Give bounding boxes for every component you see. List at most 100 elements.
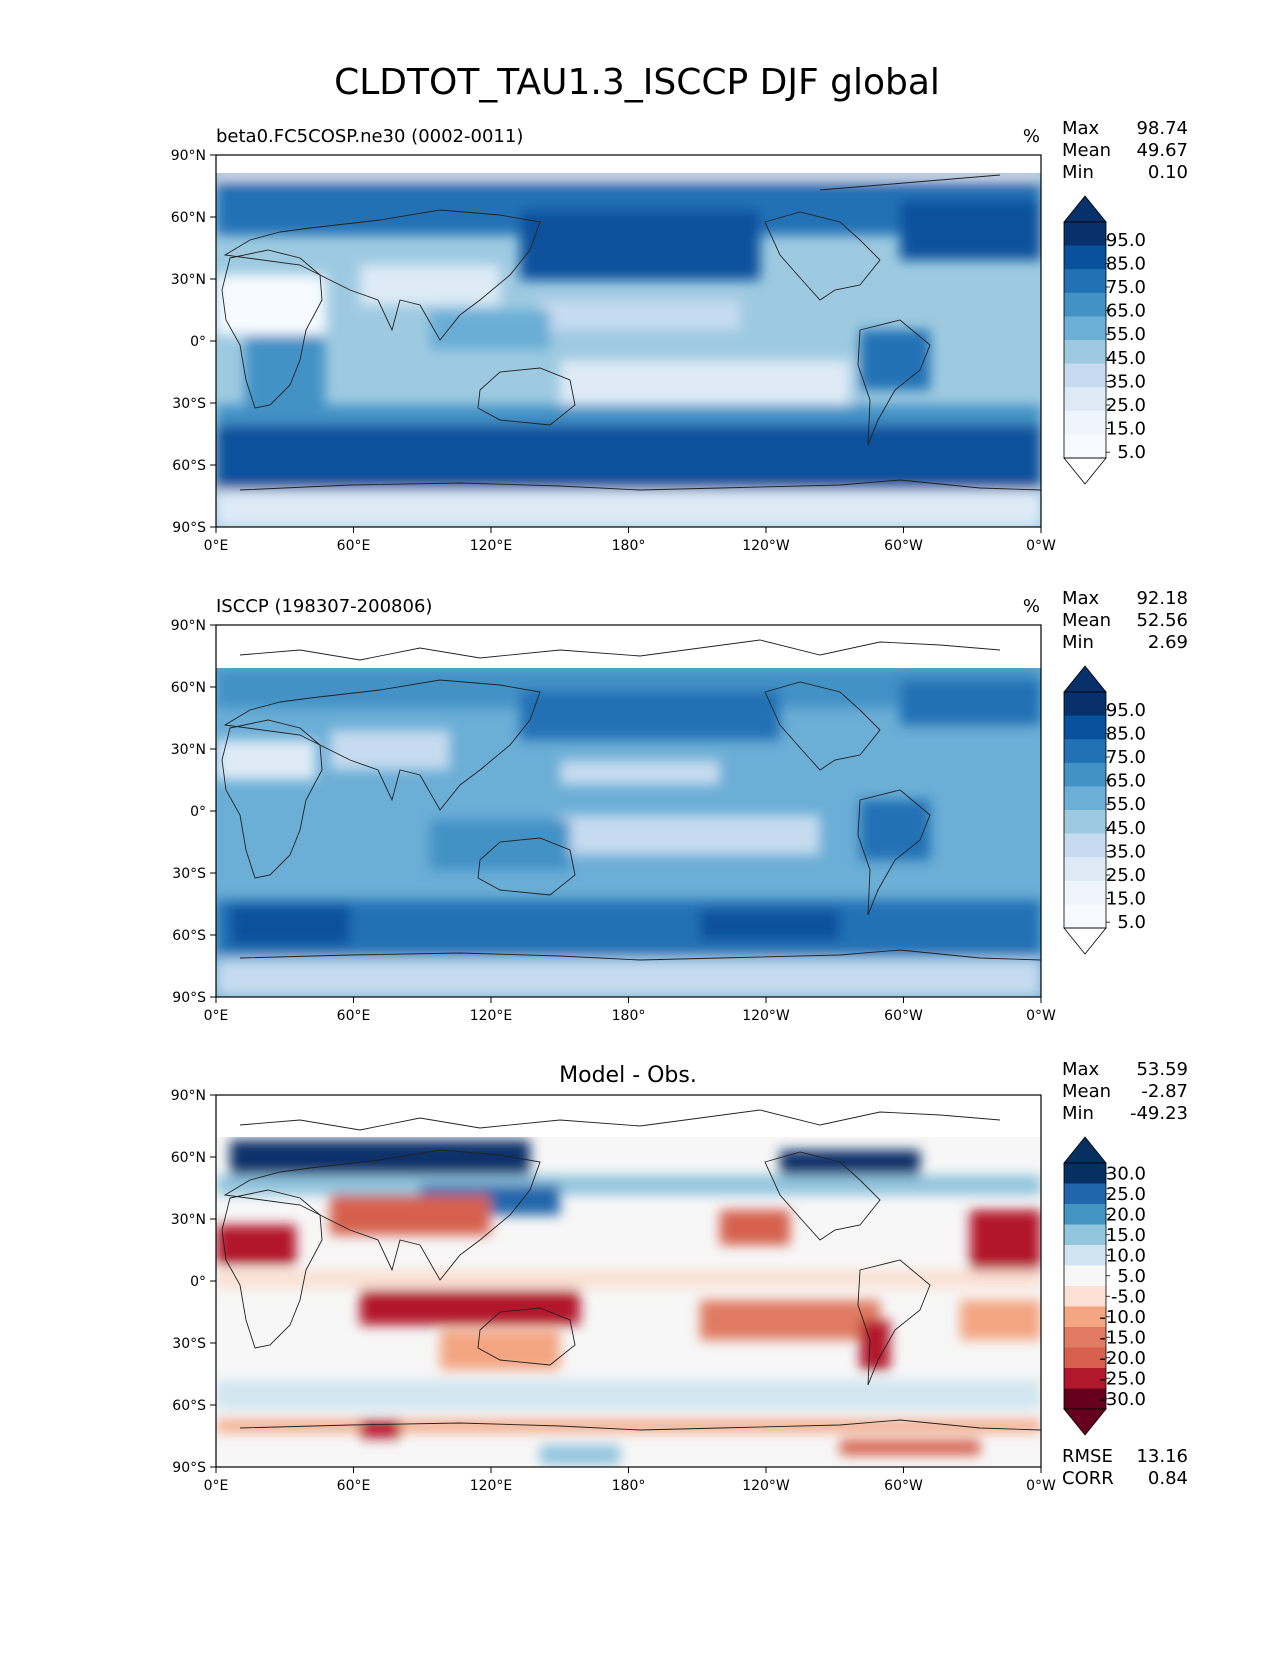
lon-tick-label: 60°W [884,538,923,554]
field-southern-ocean [216,900,1041,955]
stat-label-mean: Mean [1062,610,1111,631]
colorbar-segment [1064,1306,1106,1328]
map-field [216,155,1041,527]
colorbar-segment [1064,363,1106,388]
lon-tick-label: 120°E [470,1478,513,1494]
stat-value-min: 2.69 [1148,632,1188,653]
colorbar-segment [1064,762,1106,787]
colorbar-extend-high [1063,665,1107,693]
lat-tick-label: 90°N [171,1088,206,1104]
stat-value-min: 0.10 [1148,162,1188,183]
colorbar-extend-low [1063,457,1107,485]
colorbar-segment [1064,1286,1106,1307]
field-pos-south [216,1380,1041,1410]
panel-center-title: Model - Obs. [559,1063,697,1088]
colorbar-segment [1064,904,1106,929]
lat-tick-label: 30°N [171,272,206,288]
colorbar-extend-low [1063,927,1107,955]
colorbar-extend-low [1063,1408,1107,1436]
colorbar: 95.085.0 75.0 65.055.0 45.035.0 25.0 15.05.0 [1063,665,1146,955]
colorbar-segment [1064,222,1106,247]
colorbar-segment [1064,410,1106,435]
lat-ticks: 90°N 60°N 30°N 0° 30°S 60°S 90°S [171,148,216,536]
colorbar-label: 5.0 [1117,1266,1146,1287]
field-desert [216,275,326,335]
panel-units: % [1023,126,1040,147]
panel-test: beta0.FC5COSP.ne30 (0002-0011) % [171,118,1188,554]
colorbar-extend-high [1063,195,1107,223]
lon-tick-label: 0°W [1026,1478,1056,1494]
lon-tick-label: 0°E [204,1478,229,1494]
lat-tick-label: 30°S [172,1336,206,1352]
colorbar-label: 30.0 [1106,1163,1146,1184]
field-desert [216,740,316,780]
stat-label-mean: Mean [1062,140,1111,161]
field-north-atlantic [900,200,1041,260]
colorbar-label: 85.0 [1106,253,1146,274]
lat-tick-label: 60°S [172,458,206,474]
coastlines [221,1109,1041,1431]
field-arctic [230,1140,530,1175]
lat-tick-label: 90°N [171,148,206,164]
colorbar-label: 5.0 [1117,912,1146,933]
lat-tick-label: 90°S [172,520,206,536]
lat-tick-label: 60°N [171,1150,206,1166]
colorbar-label: 10.0 [1106,1245,1146,1266]
stat-value-mean: 49.67 [1136,140,1188,161]
colorbar-label: 15.0 [1106,419,1146,440]
panel-ref: ISCCP (198307-200806) % [171,588,1188,1024]
colorbar-segment [1064,434,1106,459]
colorbar-label: 25.0 [1106,865,1146,886]
stat-label-mean: Mean [1062,1081,1111,1102]
colorbar-label: 45.0 [1106,348,1146,369]
lat-tick-label: 30°N [171,1212,206,1228]
lat-tick-label: 0° [190,334,206,350]
field-trade-cloud-gap [560,760,720,785]
colorbar-segment [1064,880,1106,905]
lat-tick-label: 0° [190,804,206,820]
stat-value-max: 53.59 [1136,1059,1188,1080]
colorbar-label: 75.0 [1106,277,1146,298]
colorbar-segment [1064,1327,1106,1348]
lat-tick-label: 90°S [172,990,206,1006]
colorbar-segment [1064,1265,1106,1287]
stat-label-min: Min [1062,1103,1094,1124]
field-antarctic [216,490,1041,527]
stat-label-rmse: RMSE [1062,1446,1113,1467]
stat-label-corr: CORR [1062,1468,1114,1489]
colorbar-label: 45.0 [1106,818,1146,839]
field-antarctic [216,960,1041,997]
stats-block: Max 92.18 Mean 52.56 Min 2.69 [1062,588,1188,653]
colorbar-label: 25.0 [1106,1184,1146,1205]
colorbar: 95.085.0 75.0 65.055.0 45.035.0 25.0 15.05.0 [1063,195,1146,485]
colorbar-label: 95.0 [1106,230,1146,251]
colorbar-segment [1064,340,1106,365]
colorbar: 30.025.020.015.010.05.0-5.0-10.0-15.0-20… [1063,1136,1146,1436]
colorbar-label: 85.0 [1106,723,1146,744]
colorbar-segment [1064,1368,1106,1389]
colorbar-segment [1064,1183,1106,1205]
lon-ticks: 0°E 60°E 120°E 180° 120°W 60°W 0°W [204,527,1056,554]
colorbar-label: 15.0 [1106,1225,1146,1246]
field-neg-tropics [360,1290,580,1325]
colorbar-frame [1063,1162,1107,1410]
colorbar-label: 55.0 [1106,324,1146,345]
lon-tick-label: 60°E [337,1008,371,1024]
lat-tick-label: 30°S [172,866,206,882]
panel-left-title: beta0.FC5COSP.ne30 (0002-0011) [216,126,523,147]
lon-tick-label: 0°W [1026,538,1056,554]
stat-label-min: Min [1062,632,1094,653]
stat-value-rmse: 13.16 [1136,1446,1188,1467]
stat-label-min: Min [1062,162,1094,183]
colorbar-label: -15.0 [1099,1327,1146,1348]
figure-title: CLDTOT_TAU1.3_ISCCP DJF global [334,62,940,103]
field-north-pacific [520,690,780,740]
colorbar-label: 35.0 [1106,371,1146,392]
colorbar-segment [1064,857,1106,882]
lat-tick-label: 30°S [172,396,206,412]
colorbar-label: 65.0 [1106,301,1146,322]
colorbar-label: 35.0 [1106,841,1146,862]
panel-left-title: ISCCP (198307-200806) [216,596,432,617]
colorbar-segment [1064,833,1106,858]
